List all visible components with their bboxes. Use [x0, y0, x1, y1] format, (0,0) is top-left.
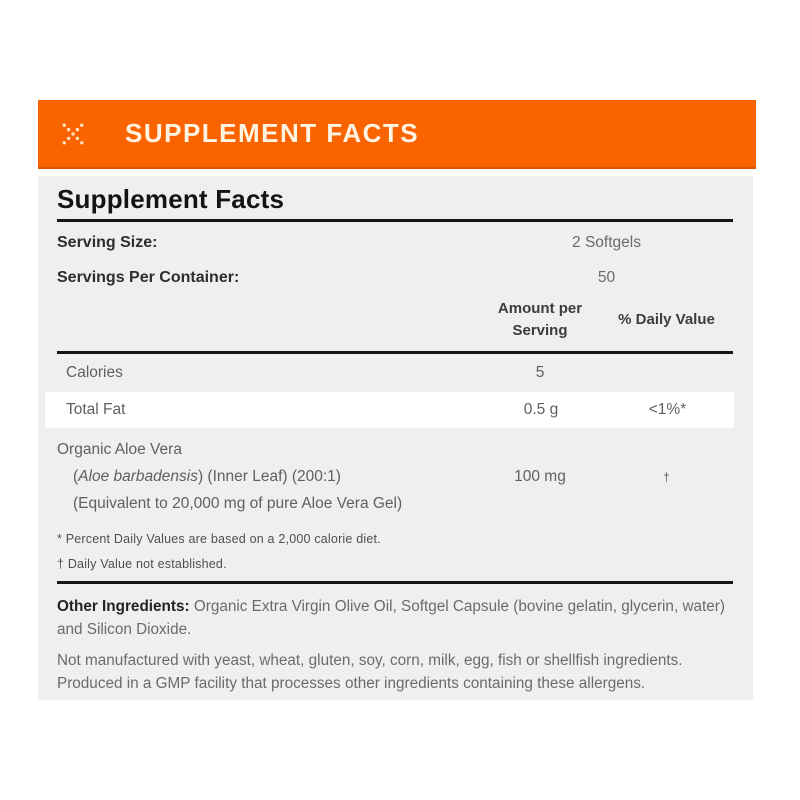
servings-per-container-value: 50: [597, 269, 616, 286]
calories-name: Calories: [66, 364, 123, 381]
other-ingredients-label: Other Ingredients:: [57, 598, 190, 615]
total-fat-name: Total Fat: [66, 401, 126, 418]
table-row-calories: Calories 5: [57, 354, 733, 392]
table-row-aloe-vera: Organic Aloe Vera (Aloe barbadensis) (In…: [57, 436, 733, 517]
footnote-dv-not-established: † Daily Value not established.: [57, 557, 227, 571]
aloe-vera-name-block: Organic Aloe Vera (Aloe barbadensis) (In…: [57, 436, 480, 517]
allergen-note: Not manufactured with yeast, wheat, glut…: [57, 652, 683, 692]
divider-bottom: [57, 581, 733, 584]
aloe-vera-dv: †: [663, 469, 670, 484]
dotted-x-icon: [61, 122, 85, 146]
daily-value-header: % Daily Value: [618, 311, 715, 328]
other-ingredients-text: Organic Extra Virgin Olive Oil, Softgel …: [57, 598, 725, 638]
divider-header: [57, 351, 733, 354]
servings-per-container-label: Servings Per Container:: [57, 269, 240, 286]
amount-per-serving-header: Amount per Serving: [497, 300, 583, 339]
serving-size-value: 2 Softgels: [572, 234, 641, 251]
footnote-daily-values: * Percent Daily Values are based on a 2,…: [57, 532, 381, 546]
divider-top: [57, 219, 733, 222]
table-row-total-fat: Total Fat 0.5 g <1%*: [45, 392, 734, 428]
other-ingredients-paragraph: Other Ingredients: Organic Extra Virgin …: [57, 595, 733, 641]
total-fat-dv: <1%*: [648, 401, 687, 418]
calories-amount: 5: [535, 364, 545, 381]
aloe-vera-botanical-line: (Aloe barbadensis) (Inner Leaf) (200:1): [73, 468, 341, 485]
panel-title: Supplement Facts: [57, 184, 285, 214]
supplement-facts-panel: Supplement Facts Serving Size: 2 Softgel…: [38, 176, 753, 700]
aloe-vera-equivalent-line: (Equivalent to 20,000 mg of pure Aloe Ve…: [73, 495, 403, 512]
serving-size-row: Serving Size: 2 Softgels: [57, 234, 733, 252]
botanical-name: Aloe barbadensis: [78, 468, 198, 485]
aloe-vera-amount: 100 mg: [514, 467, 566, 485]
aloe-vera-name: Organic Aloe Vera: [57, 441, 182, 458]
servings-per-container-row: Servings Per Container: 50: [57, 269, 733, 287]
banner-title: SUPPLEMENT FACTS: [125, 118, 420, 148]
supplement-facts-banner: SUPPLEMENT FACTS: [38, 100, 756, 169]
serving-size-label: Serving Size:: [57, 234, 158, 251]
total-fat-amount: 0.5 g: [523, 401, 559, 418]
table-header-row: Amount per Serving % Daily Value: [57, 298, 733, 342]
